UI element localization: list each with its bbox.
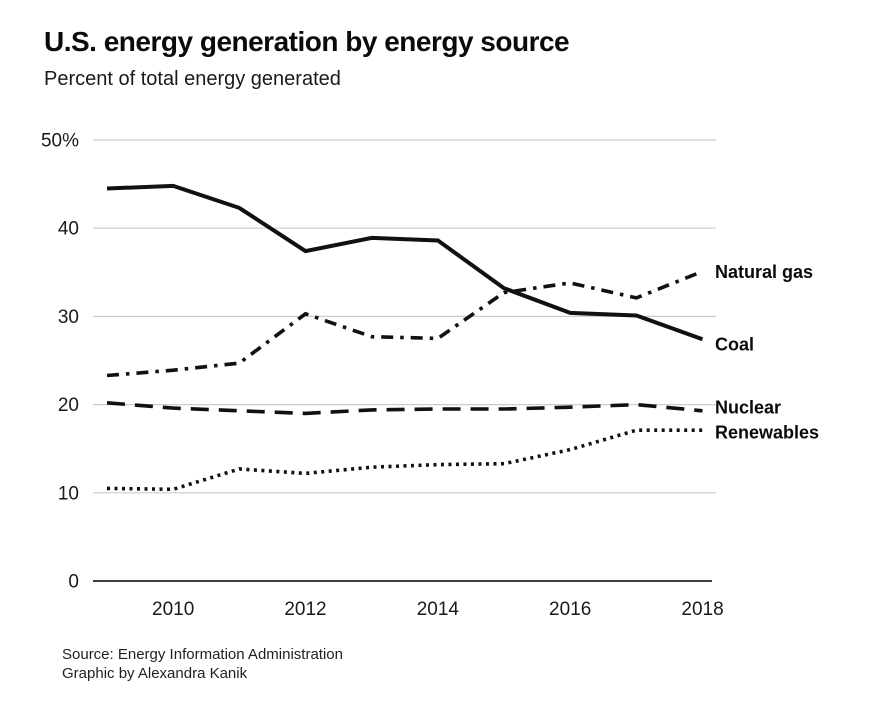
y-axis-tick-label: 40 <box>58 219 79 240</box>
source-note: Source: Energy Information Administratio… <box>62 645 343 683</box>
x-axis-tick-label: 2012 <box>284 599 326 620</box>
x-axis-tick-label: 2016 <box>549 599 591 620</box>
source-line: Source: Energy Information Administratio… <box>62 646 343 663</box>
y-axis-tick-label: 10 <box>58 483 79 504</box>
nuclear-line <box>106 401 703 416</box>
series-label-nuclear: Nuclear <box>715 397 781 417</box>
y-axis-tick-label: 50% <box>41 131 79 152</box>
coal-line <box>106 183 704 342</box>
y-axis-tick-label: 30 <box>58 307 79 328</box>
series-label-renewables: Renewables <box>715 423 819 443</box>
series-label-coal: Coal <box>715 334 754 354</box>
renewables-line <box>106 428 703 492</box>
chart-subtitle: Percent of total energy generated <box>44 68 341 90</box>
x-axis-tick-label: 2014 <box>417 599 460 620</box>
series-label-natural-gas: Natural gas <box>715 262 813 282</box>
y-axis-tick-label: 0 <box>68 572 79 593</box>
chart-title: U.S. energy generation by energy source <box>44 26 570 57</box>
natural-gas-line <box>106 269 704 378</box>
x-axis-tick-label: 2010 <box>152 599 194 620</box>
x-axis-tick-label: 2018 <box>681 599 723 620</box>
credit-line: Graphic by Alexandra Kanik <box>62 665 248 682</box>
y-axis-tick-label: 20 <box>58 395 79 416</box>
